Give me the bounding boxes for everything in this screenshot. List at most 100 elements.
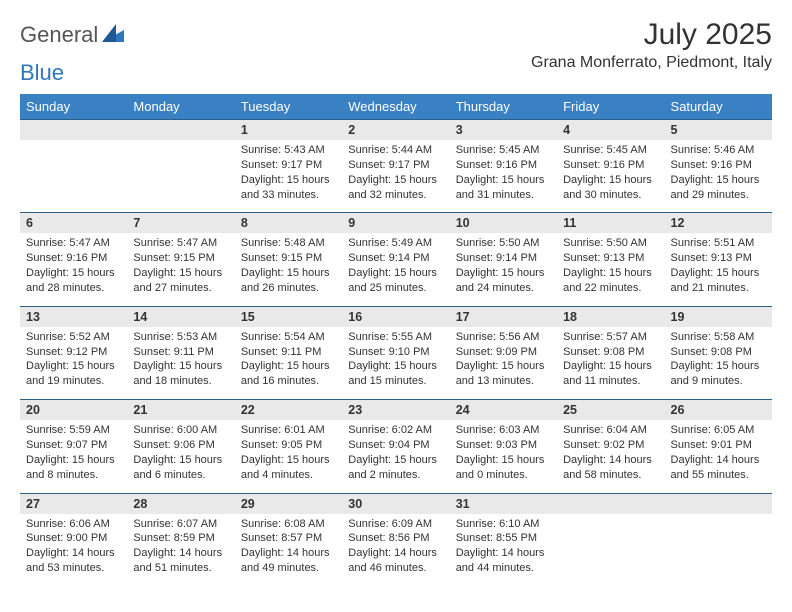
daylight-text: Daylight: 15 hours and 0 minutes. xyxy=(456,453,551,483)
day-content-cell: Sunrise: 6:10 AMSunset: 8:55 PMDaylight:… xyxy=(450,514,557,586)
day-number-cell: 7 xyxy=(127,213,234,234)
day-content-cell: Sunrise: 5:44 AMSunset: 9:17 PMDaylight:… xyxy=(342,140,449,213)
title-block: July 2025 Grana Monferrato, Piedmont, It… xyxy=(531,18,772,72)
day-content-cell xyxy=(20,140,127,213)
sunset-text: Sunset: 9:17 PM xyxy=(241,158,336,173)
day-content-row: Sunrise: 5:47 AMSunset: 9:16 PMDaylight:… xyxy=(20,233,772,306)
sunset-text: Sunset: 8:56 PM xyxy=(348,531,443,546)
day-content-cell: Sunrise: 5:46 AMSunset: 9:16 PMDaylight:… xyxy=(665,140,772,213)
sunset-text: Sunset: 9:09 PM xyxy=(456,345,551,360)
sunrise-text: Sunrise: 5:46 AM xyxy=(671,143,766,158)
daylight-text: Daylight: 15 hours and 13 minutes. xyxy=(456,359,551,389)
sunset-text: Sunset: 9:15 PM xyxy=(133,251,228,266)
daylight-text: Daylight: 15 hours and 33 minutes. xyxy=(241,173,336,203)
sunrise-text: Sunrise: 6:10 AM xyxy=(456,517,551,532)
day-number-cell xyxy=(557,493,664,514)
daylight-text: Daylight: 15 hours and 30 minutes. xyxy=(563,173,658,203)
daylight-text: Daylight: 15 hours and 27 minutes. xyxy=(133,266,228,296)
sunrise-text: Sunrise: 5:47 AM xyxy=(26,236,121,251)
day-content-cell: Sunrise: 6:03 AMSunset: 9:03 PMDaylight:… xyxy=(450,420,557,493)
daylight-text: Daylight: 15 hours and 22 minutes. xyxy=(563,266,658,296)
day-content-cell: Sunrise: 5:43 AMSunset: 9:17 PMDaylight:… xyxy=(235,140,342,213)
day-number-cell: 8 xyxy=(235,213,342,234)
day-number-cell: 3 xyxy=(450,120,557,141)
day-content-row: Sunrise: 6:06 AMSunset: 9:00 PMDaylight:… xyxy=(20,514,772,586)
day-content-cell xyxy=(665,514,772,586)
day-number-cell: 20 xyxy=(20,400,127,421)
daylight-text: Daylight: 14 hours and 51 minutes. xyxy=(133,546,228,576)
day-of-week-header: Tuesday xyxy=(235,94,342,120)
sunrise-text: Sunrise: 5:48 AM xyxy=(241,236,336,251)
day-of-week-row: SundayMondayTuesdayWednesdayThursdayFrid… xyxy=(20,94,772,120)
day-number-cell: 26 xyxy=(665,400,772,421)
day-of-week-header: Monday xyxy=(127,94,234,120)
sunset-text: Sunset: 9:10 PM xyxy=(348,345,443,360)
brand-logo: General xyxy=(20,18,126,48)
day-number-cell: 31 xyxy=(450,493,557,514)
sunrise-text: Sunrise: 6:09 AM xyxy=(348,517,443,532)
day-content-cell: Sunrise: 5:45 AMSunset: 9:16 PMDaylight:… xyxy=(557,140,664,213)
day-of-week-header: Sunday xyxy=(20,94,127,120)
daylight-text: Daylight: 15 hours and 24 minutes. xyxy=(456,266,551,296)
daylight-text: Daylight: 15 hours and 9 minutes. xyxy=(671,359,766,389)
day-content-cell: Sunrise: 5:45 AMSunset: 9:16 PMDaylight:… xyxy=(450,140,557,213)
daylight-text: Daylight: 15 hours and 28 minutes. xyxy=(26,266,121,296)
sunset-text: Sunset: 9:08 PM xyxy=(671,345,766,360)
calendar-table: SundayMondayTuesdayWednesdayThursdayFrid… xyxy=(20,94,772,586)
sunrise-text: Sunrise: 5:51 AM xyxy=(671,236,766,251)
sunset-text: Sunset: 9:16 PM xyxy=(671,158,766,173)
daylight-text: Daylight: 15 hours and 32 minutes. xyxy=(348,173,443,203)
sunset-text: Sunset: 9:06 PM xyxy=(133,438,228,453)
day-content-cell: Sunrise: 5:57 AMSunset: 9:08 PMDaylight:… xyxy=(557,327,664,400)
sunrise-text: Sunrise: 6:03 AM xyxy=(456,423,551,438)
sunrise-text: Sunrise: 5:59 AM xyxy=(26,423,121,438)
day-number-row: 12345 xyxy=(20,120,772,141)
day-number-row: 6789101112 xyxy=(20,213,772,234)
day-of-week-header: Wednesday xyxy=(342,94,449,120)
day-number-cell: 4 xyxy=(557,120,664,141)
day-content-row: Sunrise: 5:43 AMSunset: 9:17 PMDaylight:… xyxy=(20,140,772,213)
sunset-text: Sunset: 9:00 PM xyxy=(26,531,121,546)
day-content-cell: Sunrise: 5:52 AMSunset: 9:12 PMDaylight:… xyxy=(20,327,127,400)
calendar-page: General July 2025 Grana Monferrato, Pied… xyxy=(0,0,792,596)
sunset-text: Sunset: 8:57 PM xyxy=(241,531,336,546)
day-content-cell: Sunrise: 5:49 AMSunset: 9:14 PMDaylight:… xyxy=(342,233,449,306)
day-content-cell: Sunrise: 6:09 AMSunset: 8:56 PMDaylight:… xyxy=(342,514,449,586)
daylight-text: Daylight: 14 hours and 46 minutes. xyxy=(348,546,443,576)
sunrise-text: Sunrise: 5:52 AM xyxy=(26,330,121,345)
sunrise-text: Sunrise: 6:01 AM xyxy=(241,423,336,438)
sunset-text: Sunset: 9:07 PM xyxy=(26,438,121,453)
daylight-text: Daylight: 15 hours and 25 minutes. xyxy=(348,266,443,296)
day-content-cell: Sunrise: 5:50 AMSunset: 9:13 PMDaylight:… xyxy=(557,233,664,306)
day-number-row: 20212223242526 xyxy=(20,400,772,421)
day-number-cell xyxy=(665,493,772,514)
day-content-cell: Sunrise: 6:04 AMSunset: 9:02 PMDaylight:… xyxy=(557,420,664,493)
daylight-text: Daylight: 15 hours and 8 minutes. xyxy=(26,453,121,483)
day-number-cell xyxy=(20,120,127,141)
day-content-cell: Sunrise: 6:06 AMSunset: 9:00 PMDaylight:… xyxy=(20,514,127,586)
sunrise-text: Sunrise: 5:58 AM xyxy=(671,330,766,345)
sunset-text: Sunset: 9:01 PM xyxy=(671,438,766,453)
day-number-cell: 15 xyxy=(235,306,342,327)
day-content-cell: Sunrise: 5:59 AMSunset: 9:07 PMDaylight:… xyxy=(20,420,127,493)
sunrise-text: Sunrise: 5:45 AM xyxy=(563,143,658,158)
day-number-cell: 14 xyxy=(127,306,234,327)
sunset-text: Sunset: 9:12 PM xyxy=(26,345,121,360)
daylight-text: Daylight: 15 hours and 18 minutes. xyxy=(133,359,228,389)
sunrise-text: Sunrise: 6:05 AM xyxy=(671,423,766,438)
day-content-cell: Sunrise: 5:47 AMSunset: 9:16 PMDaylight:… xyxy=(20,233,127,306)
sunset-text: Sunset: 9:14 PM xyxy=(456,251,551,266)
daylight-text: Daylight: 15 hours and 15 minutes. xyxy=(348,359,443,389)
daylight-text: Daylight: 15 hours and 19 minutes. xyxy=(26,359,121,389)
day-number-cell: 13 xyxy=(20,306,127,327)
sunrise-text: Sunrise: 5:43 AM xyxy=(241,143,336,158)
day-content-cell: Sunrise: 6:00 AMSunset: 9:06 PMDaylight:… xyxy=(127,420,234,493)
day-content-cell xyxy=(127,140,234,213)
day-number-cell: 10 xyxy=(450,213,557,234)
day-content-cell: Sunrise: 5:47 AMSunset: 9:15 PMDaylight:… xyxy=(127,233,234,306)
day-content-cell: Sunrise: 6:08 AMSunset: 8:57 PMDaylight:… xyxy=(235,514,342,586)
day-content-cell: Sunrise: 6:02 AMSunset: 9:04 PMDaylight:… xyxy=(342,420,449,493)
sunset-text: Sunset: 9:14 PM xyxy=(348,251,443,266)
daylight-text: Daylight: 14 hours and 55 minutes. xyxy=(671,453,766,483)
day-of-week-header: Thursday xyxy=(450,94,557,120)
